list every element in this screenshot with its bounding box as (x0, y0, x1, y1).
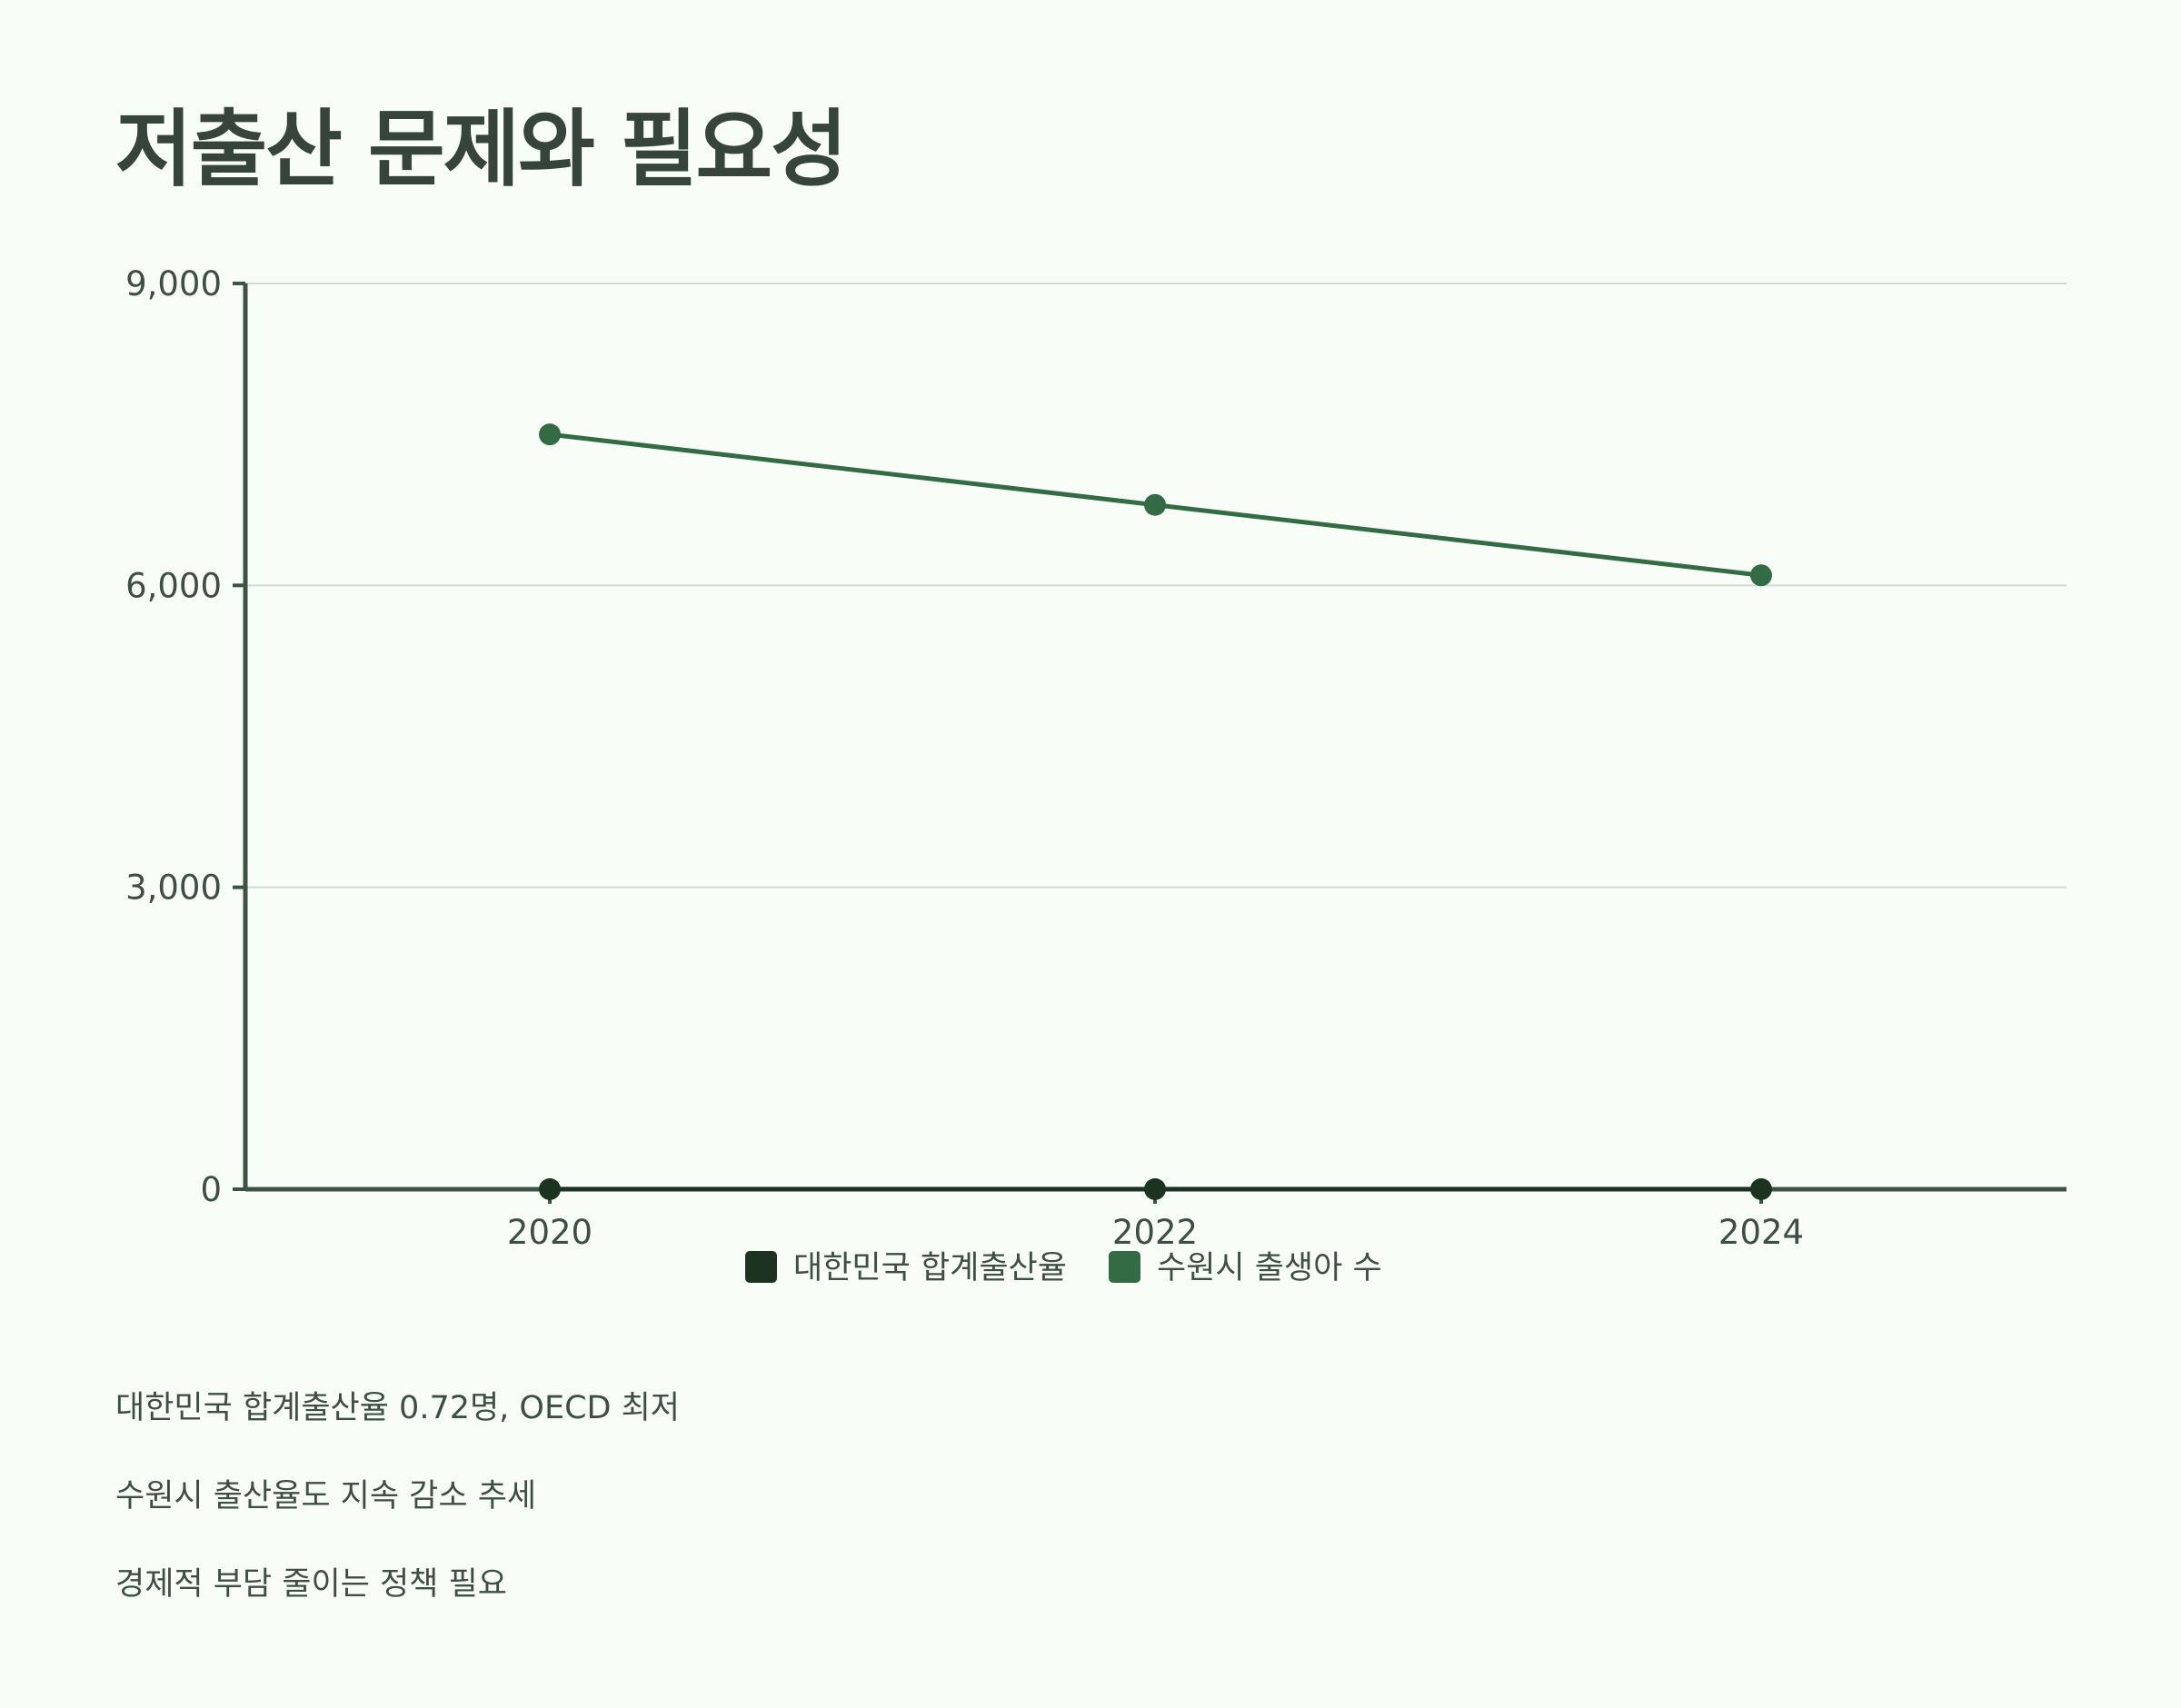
bullet-item: 대한민국 합계출산율 0.72명, OECD 최저 (115, 1390, 681, 1426)
bullet-list: 대한민국 합계출산율 0.72명, OECD 최저 수원시 출산율도 지속 감소… (115, 1385, 680, 1650)
legend-swatch (745, 1251, 777, 1283)
chart-svg: 0 3,000 6,000 9,000 2020 2022 2024 대한민국 합계출산율 수… (125, 264, 2066, 1286)
x-tick-label: 2022 (1112, 1213, 1198, 1252)
y-tick-label: 9,000 (125, 264, 222, 303)
data-point (539, 423, 561, 446)
data-point (1144, 493, 1166, 516)
axes: 0 3,000 6,000 9,000 2020 2022 2024 (125, 264, 2066, 1252)
data-point (1144, 1177, 1166, 1200)
legend: 대한민국 합계출산율 수원시 출생아 수 (745, 1250, 1382, 1286)
legend-label: 수원시 출생아 수 (1157, 1250, 1382, 1286)
series (539, 423, 1772, 1200)
x-tick-label: 2024 (1718, 1213, 1804, 1252)
bullet-item: 수원시 출산율도 지속 감소 추세 (115, 1478, 537, 1514)
y-tick-label: 0 (200, 1170, 222, 1209)
legend-label: 대한민국 합계출산율 (793, 1250, 1067, 1286)
x-tick-label: 2020 (507, 1213, 593, 1252)
data-point (539, 1177, 561, 1200)
y-tick-label: 3,000 (125, 869, 222, 908)
data-point (1750, 564, 1772, 587)
y-tick-label: 6,000 (125, 566, 222, 605)
grid-lines (245, 283, 2066, 889)
slide-title: 저출산 문제와 필요성 (115, 101, 848, 198)
data-point (1750, 1177, 1772, 1200)
bullet-item: 경제적 부담 줄이는 정책 필요 (115, 1566, 507, 1603)
legend-swatch (1109, 1251, 1140, 1283)
